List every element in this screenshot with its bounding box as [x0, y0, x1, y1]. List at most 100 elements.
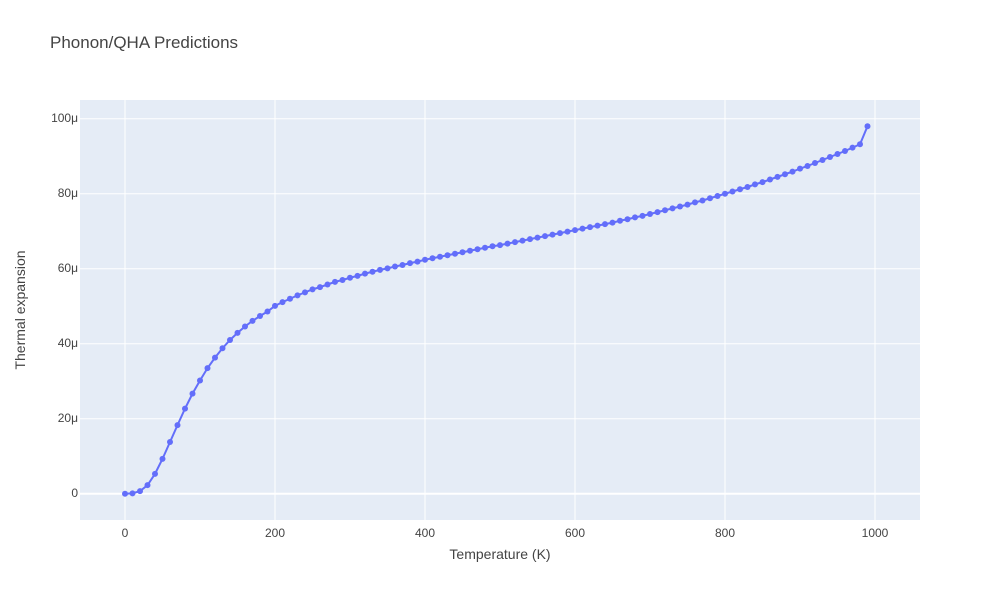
data-point [204, 365, 211, 372]
data-point [309, 286, 316, 293]
data-point [819, 157, 826, 163]
data-point [624, 216, 631, 223]
y-tick-label: 100μ [51, 111, 78, 125]
data-point [684, 201, 691, 208]
data-point [264, 308, 271, 315]
data-point [864, 123, 871, 130]
data-point [249, 317, 256, 324]
data-point [324, 281, 331, 288]
data-point [602, 221, 608, 228]
data-point [122, 490, 128, 497]
y-tick-label: 60μ [58, 261, 78, 275]
data-point [767, 176, 773, 183]
data-point [857, 141, 863, 148]
data-point [137, 488, 143, 495]
data-point [219, 345, 226, 352]
x-tick-label: 0 [122, 526, 129, 540]
data-point [722, 190, 728, 197]
data-point [294, 292, 301, 299]
data-point [557, 230, 563, 237]
data-point [579, 225, 586, 232]
data-point [197, 377, 203, 384]
x-axis-label: Temperature (K) [449, 546, 551, 562]
data-point [429, 255, 436, 262]
plot-area [80, 100, 920, 520]
data-point [842, 148, 848, 154]
data-point [407, 260, 413, 267]
data-point [377, 266, 383, 273]
data-point [437, 253, 443, 260]
data-point [549, 231, 556, 238]
data-point [189, 390, 196, 397]
data-point [849, 144, 856, 151]
data-point [662, 207, 668, 214]
data-point [272, 302, 278, 309]
data-point [692, 199, 698, 206]
x-tick-label: 600 [565, 526, 585, 540]
data-point [159, 455, 166, 462]
data-point [234, 329, 241, 336]
data-point [422, 256, 428, 263]
data-point [144, 482, 151, 489]
data-point [482, 244, 488, 251]
data-point [474, 246, 481, 253]
data-point [339, 277, 346, 283]
data-point [639, 212, 646, 219]
data-point [564, 228, 571, 235]
y-tick-label: 0 [71, 486, 78, 500]
chart-title: Phonon/QHA Predictions [50, 33, 239, 52]
data-point [279, 299, 286, 306]
data-point [542, 233, 548, 240]
data-point [347, 274, 353, 281]
data-point [414, 258, 421, 265]
data-point [827, 154, 833, 160]
data-point [744, 184, 751, 190]
data-point [632, 214, 638, 221]
data-point [647, 211, 653, 217]
data-point [797, 165, 803, 172]
data-point [782, 171, 788, 178]
data-point [699, 197, 706, 204]
data-point [497, 242, 503, 249]
data-point [729, 188, 736, 195]
data-point [384, 265, 391, 272]
data-point [707, 195, 713, 202]
data-point [617, 217, 623, 224]
data-point [369, 268, 376, 275]
data-point [287, 295, 293, 302]
y-tick-label: 20μ [58, 411, 78, 425]
data-point [467, 247, 473, 254]
data-point [654, 209, 661, 216]
data-point [257, 313, 263, 319]
data-point [504, 240, 511, 247]
data-point [392, 263, 398, 270]
data-point [129, 490, 136, 497]
data-point [242, 323, 248, 330]
x-tick-label: 400 [415, 526, 435, 540]
data-point [594, 222, 601, 229]
data-point [302, 289, 308, 296]
data-point [534, 234, 541, 241]
x-tick-label: 200 [265, 526, 285, 540]
data-point [452, 250, 458, 257]
data-point [789, 168, 796, 175]
data-point [444, 252, 451, 259]
data-point [587, 224, 593, 231]
data-point [804, 163, 811, 169]
data-point [317, 284, 323, 291]
data-point [834, 151, 841, 157]
data-point [212, 354, 218, 361]
data-point [459, 249, 466, 256]
data-point [489, 243, 496, 250]
data-point [759, 179, 766, 186]
data-point [609, 219, 616, 226]
data-point [737, 186, 743, 193]
data-point [519, 237, 526, 244]
data-point [774, 173, 781, 180]
data-point [167, 439, 173, 445]
y-tick-label: 80μ [58, 186, 78, 200]
data-point [354, 272, 361, 279]
y-tick-label: 40μ [58, 336, 78, 350]
series-line [124, 125, 869, 495]
